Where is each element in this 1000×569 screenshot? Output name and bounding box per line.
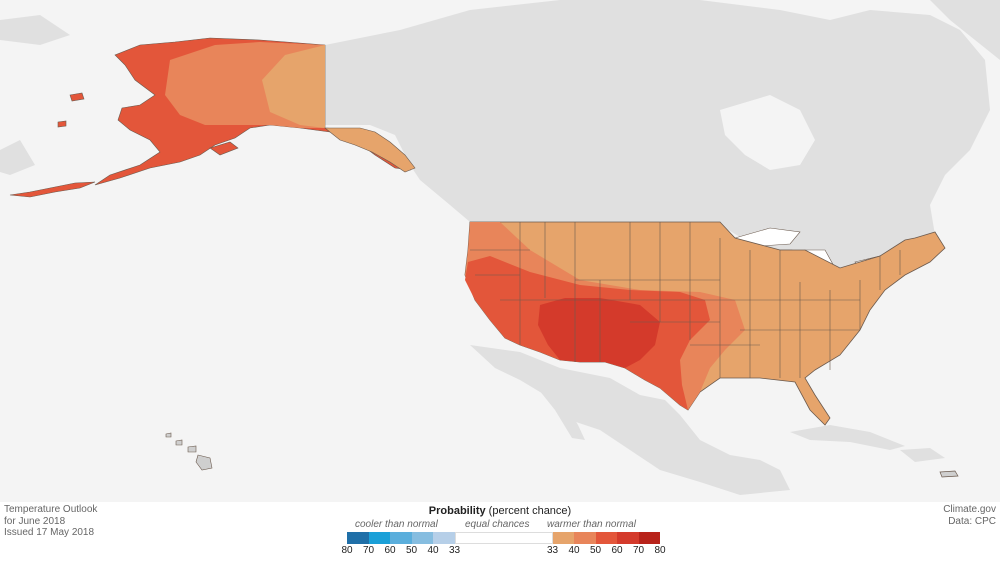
alaska-panhandle	[324, 127, 416, 173]
maui	[187, 445, 197, 453]
legend-swatch-warm-1	[552, 532, 574, 544]
map-area	[0, 0, 1000, 502]
legend-subtitles: cooler than normal equal chances warmer …	[338, 519, 662, 532]
greenland-edge	[930, 0, 1000, 60]
canada-landmass	[325, 0, 990, 280]
legend-swatch-equal	[454, 532, 553, 544]
credit: Climate.gov Data: CPC	[943, 504, 996, 527]
russia-edge	[0, 15, 70, 175]
legend-swatch-cool-1	[347, 532, 369, 544]
hawaii	[165, 432, 213, 471]
caption-period: for June 2018	[4, 515, 66, 527]
legend-cooler-label: cooler than normal	[355, 519, 438, 530]
legend-swatch-cool-5	[433, 532, 455, 544]
state-borders	[470, 222, 901, 378]
arctic-islands	[560, 30, 900, 95]
probability-legend: Probability (percent chance) cooler than…	[338, 505, 666, 556]
legend-tick-warm: 60	[611, 545, 623, 556]
legend-swatch-warm-2	[574, 532, 596, 544]
aleutian-islands	[9, 181, 96, 198]
legend-tick-warm: 40	[568, 545, 580, 556]
legend-tick-cool: 50	[405, 545, 418, 556]
alaska-40pct	[262, 45, 325, 128]
baja-peninsula	[520, 352, 585, 440]
legend-swatch-warm-3	[595, 532, 617, 544]
legend-tick-cool: 70	[362, 545, 375, 556]
outlook-map	[0, 0, 1000, 495]
outlook-caption: Temperature Outlook for June 2018 Issued…	[4, 504, 97, 539]
legend-title: Probability (percent chance)	[338, 505, 662, 519]
legend-color-bar	[338, 532, 662, 544]
legend-title-rest: (percent chance)	[485, 505, 572, 517]
caption-issued: Issued 17 May 2018	[4, 527, 95, 538]
legend-tick-warm: 70	[632, 545, 645, 556]
hispaniola	[900, 448, 945, 462]
hawaii-island	[195, 454, 213, 471]
legend-tick-cool: 33	[448, 545, 461, 556]
background-land	[0, 0, 1000, 495]
cuba	[790, 425, 905, 450]
alaska-islands	[57, 92, 239, 156]
legend-tick-warm: 33	[546, 545, 559, 556]
oahu	[175, 439, 183, 446]
legend-swatch-cool-4	[411, 532, 433, 544]
legend-tick-cool: 60	[384, 545, 396, 556]
hudson-bay	[720, 95, 815, 170]
credit-data: Data: CPC	[948, 515, 996, 527]
conus-outlook	[464, 221, 946, 426]
conus-70pct	[538, 298, 660, 368]
kauai	[165, 432, 172, 438]
credit-source: Climate.gov	[943, 504, 996, 515]
puerto-rico	[939, 470, 959, 478]
legend-tick-cool: 40	[427, 545, 439, 556]
legend-warmer-label: warmer than normal	[547, 519, 636, 530]
legend-title-bold: Probability	[428, 505, 486, 517]
legend-swatch-warm-5	[638, 532, 660, 544]
alaska-outlook	[9, 37, 416, 198]
legend-tick-warm: 50	[589, 545, 602, 556]
caption-title: Temperature Outlook	[4, 504, 98, 515]
legend-tick-warm: 80	[654, 545, 666, 556]
legend-swatch-cool-3	[390, 532, 412, 544]
legend-ticks: 80 70 60 50 40 33 33 40 50 60 70 80	[338, 544, 666, 556]
legend-equal-label: equal chances	[465, 519, 530, 530]
legend-swatch-cool-2	[368, 532, 390, 544]
legend-tick-cool: 80	[341, 545, 353, 556]
legend-swatch-warm-4	[617, 532, 639, 544]
